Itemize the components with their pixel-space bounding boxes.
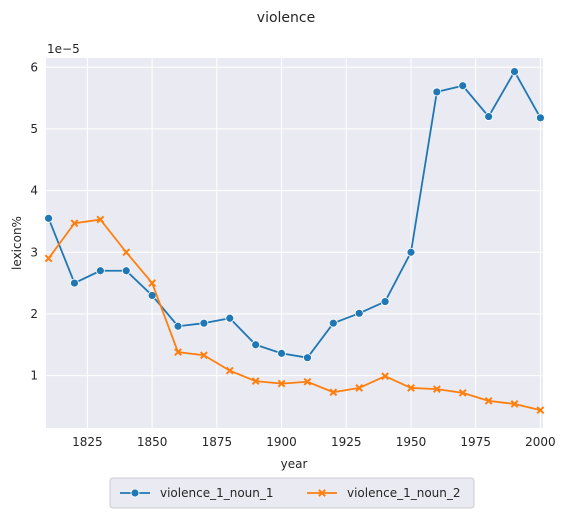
data-point [277,379,286,388]
data-point [70,219,79,228]
data-point [432,385,441,394]
series-line [47,218,541,411]
x-axis-label: year [281,457,308,471]
y-tick-label: 5 [30,122,38,136]
chart-title: violence [257,10,315,26]
x-tick-label: 1925 [331,435,362,449]
data-point [70,278,79,288]
data-point [174,348,182,357]
data-point [303,377,312,386]
x-tick-label: 1950 [396,435,427,449]
data-point [173,321,183,331]
data-point [406,247,416,257]
y-tick-label: 6 [30,60,38,74]
x-tick-label: 1900 [266,435,297,449]
y-axis: 1 2 3 4 5 6 [30,60,38,382]
data-point [251,340,261,350]
data-point [225,313,235,323]
data-point [432,87,442,97]
legend: violence_1_noun_1 violence_1_noun_2 [109,477,475,509]
series-group [44,67,545,415]
legend-label-series-1: violence_1_noun_1 [160,486,274,500]
data-point [199,351,208,360]
y-tick-label: 1 [30,369,38,383]
data-point [121,266,131,276]
legend-label-series-2: violence_1_noun_2 [347,486,461,500]
x-tick-label: 2000 [525,435,556,449]
data-point [407,384,415,392]
data-point [95,266,105,276]
data-point [536,406,545,415]
data-point [510,67,519,76]
y-axis-label: lexicon% [10,216,24,270]
data-point [44,213,53,223]
data-point [122,248,131,257]
data-point [381,372,390,381]
plot-area [46,58,543,428]
data-point [329,388,338,397]
legend-marker [130,488,140,498]
data-point [277,348,286,358]
y-tick-label: 4 [30,184,38,198]
x-tick-label: 1875 [202,435,233,449]
legend-box [109,477,475,509]
data-point [458,388,467,397]
data-point [510,400,519,408]
data-point [354,308,364,318]
x-tick-label: 1975 [460,435,491,449]
data-point [96,215,105,224]
x-tick-label: 1850 [137,435,168,449]
data-point [148,279,157,287]
y-tick-label: 2 [30,307,38,321]
series-line [47,70,542,359]
data-point [484,396,493,405]
series-2 [44,215,545,415]
data-point [380,297,390,306]
data-point [458,81,468,91]
series-1 [44,67,545,363]
data-point [44,254,53,263]
x-axis: 1825 1850 1875 1900 1925 1950 1975 2000 [72,435,556,449]
data-point [225,366,234,375]
data-point [484,112,494,121]
data-point [199,318,209,328]
y-offset-label: 1e−5 [47,42,80,56]
data-point [536,113,545,123]
x-tick-label: 1825 [72,435,103,449]
y-tick-label: 3 [30,245,38,259]
data-point [328,318,338,328]
data-point [355,384,364,392]
data-point [251,377,260,386]
data-point [303,353,312,363]
grid [46,58,543,428]
legend-marker [318,489,326,497]
